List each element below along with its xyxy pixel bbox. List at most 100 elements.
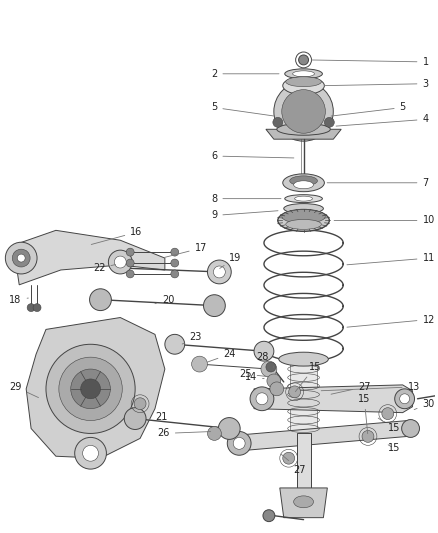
Circle shape xyxy=(402,419,420,438)
Circle shape xyxy=(124,408,146,430)
Circle shape xyxy=(204,295,225,317)
Polygon shape xyxy=(13,230,165,285)
Circle shape xyxy=(250,387,274,410)
Text: 15: 15 xyxy=(358,394,371,434)
Text: 27: 27 xyxy=(281,454,306,475)
Circle shape xyxy=(283,453,295,464)
Circle shape xyxy=(171,248,179,256)
Circle shape xyxy=(289,386,300,398)
Circle shape xyxy=(59,357,122,421)
Text: 23: 23 xyxy=(182,333,202,344)
Text: 11: 11 xyxy=(347,253,434,265)
Circle shape xyxy=(12,249,30,267)
Text: 5: 5 xyxy=(211,102,274,116)
Circle shape xyxy=(191,356,208,372)
Circle shape xyxy=(266,362,276,372)
Ellipse shape xyxy=(277,123,330,135)
Polygon shape xyxy=(266,130,341,139)
Text: 20: 20 xyxy=(155,295,174,305)
Ellipse shape xyxy=(282,209,325,223)
Circle shape xyxy=(395,389,414,409)
Text: 15: 15 xyxy=(388,443,400,453)
Circle shape xyxy=(274,82,333,141)
Circle shape xyxy=(261,361,277,377)
Circle shape xyxy=(382,408,394,419)
Polygon shape xyxy=(234,421,416,451)
Text: 13: 13 xyxy=(321,382,420,392)
Text: 19: 19 xyxy=(220,253,241,269)
Text: 9: 9 xyxy=(211,211,278,221)
Ellipse shape xyxy=(285,69,322,79)
Circle shape xyxy=(75,438,106,469)
Text: 7: 7 xyxy=(327,178,429,188)
Circle shape xyxy=(270,382,284,396)
Ellipse shape xyxy=(283,77,325,94)
Text: 12: 12 xyxy=(347,314,435,327)
Text: 15: 15 xyxy=(378,418,400,433)
Bar xyxy=(290,364,318,433)
Text: 30: 30 xyxy=(414,399,434,409)
Ellipse shape xyxy=(295,196,312,201)
Circle shape xyxy=(299,55,308,65)
Circle shape xyxy=(165,334,185,354)
Text: 22: 22 xyxy=(93,263,116,273)
Text: 6: 6 xyxy=(211,151,294,161)
Circle shape xyxy=(46,344,135,433)
Circle shape xyxy=(267,374,281,388)
Text: 27: 27 xyxy=(331,382,371,394)
Ellipse shape xyxy=(283,174,325,192)
Circle shape xyxy=(256,393,268,405)
Text: 16: 16 xyxy=(91,227,142,245)
Ellipse shape xyxy=(279,352,328,366)
Circle shape xyxy=(227,431,251,455)
Text: 24: 24 xyxy=(207,349,236,362)
Circle shape xyxy=(362,431,374,442)
Circle shape xyxy=(114,256,126,268)
Text: 28: 28 xyxy=(257,352,274,367)
Text: 17: 17 xyxy=(165,243,207,257)
Text: 10: 10 xyxy=(334,215,434,225)
Polygon shape xyxy=(254,385,413,413)
Circle shape xyxy=(233,438,245,449)
Text: 2: 2 xyxy=(211,69,279,79)
Text: 5: 5 xyxy=(331,102,406,116)
Text: 14: 14 xyxy=(245,372,264,382)
Ellipse shape xyxy=(293,496,314,508)
Circle shape xyxy=(134,398,146,410)
Polygon shape xyxy=(26,318,165,458)
Text: 15: 15 xyxy=(295,362,321,392)
Polygon shape xyxy=(280,488,327,518)
Circle shape xyxy=(219,417,240,439)
Circle shape xyxy=(254,341,274,361)
Ellipse shape xyxy=(286,220,321,229)
Text: 3: 3 xyxy=(324,79,429,88)
Ellipse shape xyxy=(293,71,314,77)
Text: 25: 25 xyxy=(239,369,268,379)
Circle shape xyxy=(71,369,110,409)
Circle shape xyxy=(273,117,283,127)
Text: 4: 4 xyxy=(336,115,429,126)
Circle shape xyxy=(81,379,100,399)
Ellipse shape xyxy=(278,209,329,231)
Text: 18: 18 xyxy=(9,295,28,305)
Circle shape xyxy=(171,270,179,278)
Circle shape xyxy=(33,304,41,312)
Bar xyxy=(297,433,311,488)
Circle shape xyxy=(171,259,179,267)
Circle shape xyxy=(126,259,134,267)
Ellipse shape xyxy=(284,204,323,214)
Circle shape xyxy=(126,248,134,256)
Circle shape xyxy=(399,394,410,403)
Circle shape xyxy=(263,510,275,522)
Text: 29: 29 xyxy=(9,382,39,398)
Ellipse shape xyxy=(285,195,322,203)
Ellipse shape xyxy=(293,181,314,189)
Ellipse shape xyxy=(286,77,321,87)
Text: 26: 26 xyxy=(157,429,211,439)
Circle shape xyxy=(27,304,35,312)
Circle shape xyxy=(208,426,221,440)
Circle shape xyxy=(325,117,334,127)
Circle shape xyxy=(108,250,132,274)
Text: 1: 1 xyxy=(311,57,429,67)
Text: 21: 21 xyxy=(148,411,167,422)
